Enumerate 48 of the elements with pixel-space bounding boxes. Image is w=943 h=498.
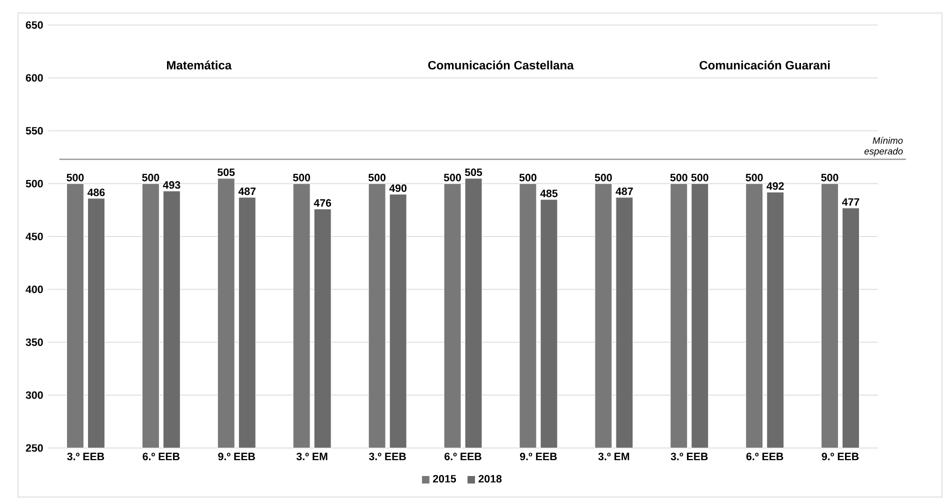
- x-tick-label: 3.º EM: [598, 452, 630, 460]
- legend-label: 2015: [432, 474, 456, 483]
- x-tick-label: 3.º EEB: [368, 452, 406, 460]
- x-tick-label: 3.º EEB: [670, 452, 708, 460]
- x-tick-label: 6.º EEB: [746, 452, 784, 460]
- data-label: 487: [238, 188, 256, 196]
- x-tick-label: 3.º EEB: [67, 452, 104, 460]
- x-tick-label: 9.º EEB: [218, 452, 255, 460]
- data-label: 492: [766, 182, 784, 190]
- y-tick-label: 450: [26, 232, 43, 240]
- data-label: 476: [314, 199, 332, 207]
- y-tick-label: 650: [26, 21, 43, 29]
- y-tick-label: 350: [26, 338, 43, 346]
- data-label: 477: [842, 198, 860, 206]
- data-label: 487: [616, 188, 633, 196]
- y-tick-label: 400: [26, 286, 43, 294]
- data-label: 505: [218, 168, 235, 176]
- y-tick-label: 300: [26, 391, 43, 399]
- data-label: 486: [88, 188, 105, 196]
- y-tick-label: 550: [26, 126, 43, 135]
- x-tick-label: 6.º EEB: [444, 452, 482, 460]
- data-label: 500: [821, 174, 838, 182]
- data-label: 485: [540, 190, 558, 198]
- x-tick-label: 9.º EEB: [822, 452, 859, 460]
- annotation: Comunicación Guarani: [700, 60, 830, 70]
- x-tick-label: 9.º EEB: [520, 452, 557, 460]
- data-label: 500: [444, 174, 461, 182]
- data-label: 500: [691, 174, 708, 182]
- ref-line-label: Mínimo esperado: [864, 136, 903, 156]
- y-tick-label: 500: [26, 180, 43, 188]
- y-tick-label: 600: [26, 74, 43, 82]
- x-tick-label: 3.º EM: [296, 452, 328, 460]
- data-label: 500: [670, 174, 688, 182]
- data-label: 500: [519, 174, 536, 182]
- legend-label: 2018: [478, 474, 502, 483]
- data-label: 500: [594, 174, 612, 182]
- annotation: Comunicación Castellana: [428, 60, 574, 70]
- data-label: 500: [368, 174, 386, 182]
- data-label: 490: [389, 184, 407, 192]
- data-label: 505: [464, 168, 482, 176]
- data-label: 500: [746, 174, 763, 182]
- data-label: 493: [162, 181, 180, 189]
- data-label: 500: [293, 174, 310, 182]
- x-tick-label: 6.º EEB: [142, 452, 180, 460]
- data-label: 500: [142, 174, 160, 182]
- annotation: Matemática: [167, 60, 232, 70]
- y-tick-label: 250: [26, 444, 43, 452]
- data-label: 500: [66, 174, 84, 182]
